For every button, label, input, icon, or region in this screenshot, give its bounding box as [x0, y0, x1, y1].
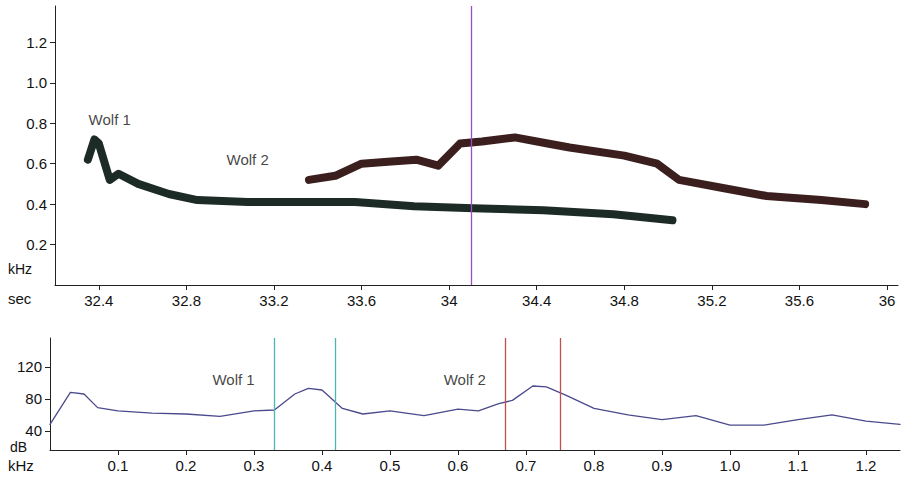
svg-text:kHz: kHz	[8, 261, 32, 277]
svg-text:0.4: 0.4	[312, 457, 333, 474]
svg-text:0.1: 0.1	[108, 457, 129, 474]
svg-text:dB: dB	[10, 439, 27, 455]
svg-text:80: 80	[25, 390, 42, 407]
svg-text:sec: sec	[8, 290, 32, 307]
svg-text:1.0: 1.0	[26, 74, 47, 91]
svg-text:34.8: 34.8	[610, 292, 639, 309]
svg-text:0.7: 0.7	[516, 457, 537, 474]
svg-text:35.2: 35.2	[697, 292, 726, 309]
svg-text:0.2: 0.2	[176, 457, 197, 474]
svg-text:0.6: 0.6	[26, 155, 47, 172]
svg-text:0.2: 0.2	[26, 236, 47, 253]
svg-text:Wolf 1: Wolf 1	[212, 371, 254, 388]
svg-text:32.4: 32.4	[84, 292, 113, 309]
svg-text:kHz: kHz	[8, 457, 34, 474]
svg-text:0.4: 0.4	[26, 196, 47, 213]
svg-text:1.1: 1.1	[788, 457, 809, 474]
svg-text:1.2: 1.2	[856, 457, 877, 474]
svg-text:33.6: 33.6	[347, 292, 376, 309]
svg-text:34: 34	[441, 292, 458, 309]
svg-text:1.0: 1.0	[720, 457, 741, 474]
svg-text:Wolf 2: Wolf 2	[444, 371, 486, 388]
svg-text:Wolf 1: Wolf 1	[89, 111, 131, 128]
svg-text:Wolf 2: Wolf 2	[227, 151, 269, 168]
svg-text:36: 36	[879, 292, 896, 309]
svg-text:0.3: 0.3	[244, 457, 265, 474]
svg-text:34.4: 34.4	[522, 292, 551, 309]
svg-text:33.2: 33.2	[259, 292, 288, 309]
svg-text:40: 40	[25, 422, 42, 439]
svg-text:0.5: 0.5	[380, 457, 401, 474]
svg-text:32.8: 32.8	[172, 292, 201, 309]
svg-text:35.6: 35.6	[785, 292, 814, 309]
svg-text:0.6: 0.6	[448, 457, 469, 474]
svg-text:1.2: 1.2	[26, 34, 47, 51]
svg-text:0.8: 0.8	[26, 115, 47, 132]
svg-text:120: 120	[17, 358, 42, 375]
svg-text:0.8: 0.8	[584, 457, 605, 474]
svg-text:0.9: 0.9	[652, 457, 673, 474]
